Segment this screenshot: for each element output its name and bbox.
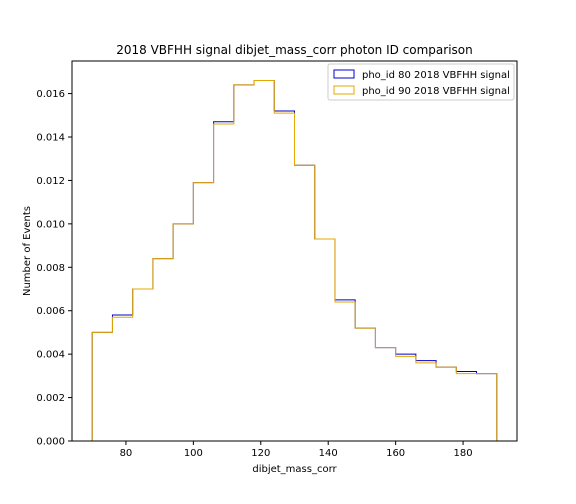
plot-area <box>91 80 498 441</box>
y-tick-label: 0.012 <box>36 176 65 187</box>
y-axis: 0.000 0.002 0.004 0.006 0.008 0.010 0.012 0.014… <box>36 89 72 448</box>
legend-swatch-pho-id-90 <box>333 85 355 95</box>
y-tick-label: 0.004 <box>36 350 65 361</box>
y-tick-label: 0.002 <box>36 393 65 404</box>
legend: pho_id 80 2018 VBFHH signal pho_id 90 20… <box>327 63 515 101</box>
chart-title: 2018 VBFHH signal dibjet_mass_corr photo… <box>116 43 473 57</box>
x-tick-label: 80 <box>120 448 133 459</box>
y-tick-label: 0.014 <box>36 133 65 144</box>
x-tick-label: 120 <box>251 448 270 459</box>
y-axis-label: Number of Events <box>22 206 33 296</box>
legend-label-pho-id-80: pho_id 80 2018 VBFHH signal <box>362 70 510 81</box>
legend-frame <box>327 63 515 101</box>
x-tick-label: 100 <box>184 448 203 459</box>
x-axis: 80 100 120 140 160 180 <box>120 441 473 459</box>
legend-swatch-pho-id-80 <box>333 69 355 79</box>
series-line-1 <box>91 80 498 441</box>
x-tick-label: 140 <box>319 448 338 459</box>
y-tick-label: 0.010 <box>36 219 65 230</box>
y-tick-label: 0.000 <box>36 437 65 448</box>
axes-frame <box>71 60 518 442</box>
y-tick-label: 0.016 <box>36 89 65 100</box>
legend-label-pho-id-90: pho_id 90 2018 VBFHH signal <box>362 86 510 97</box>
x-tick-label: 160 <box>386 448 405 459</box>
y-tick-label: 0.008 <box>36 263 65 274</box>
y-tick-label: 0.006 <box>36 306 65 317</box>
x-tick-label: 180 <box>454 448 473 459</box>
x-axis-label: dibjet_mass_corr <box>252 464 337 475</box>
